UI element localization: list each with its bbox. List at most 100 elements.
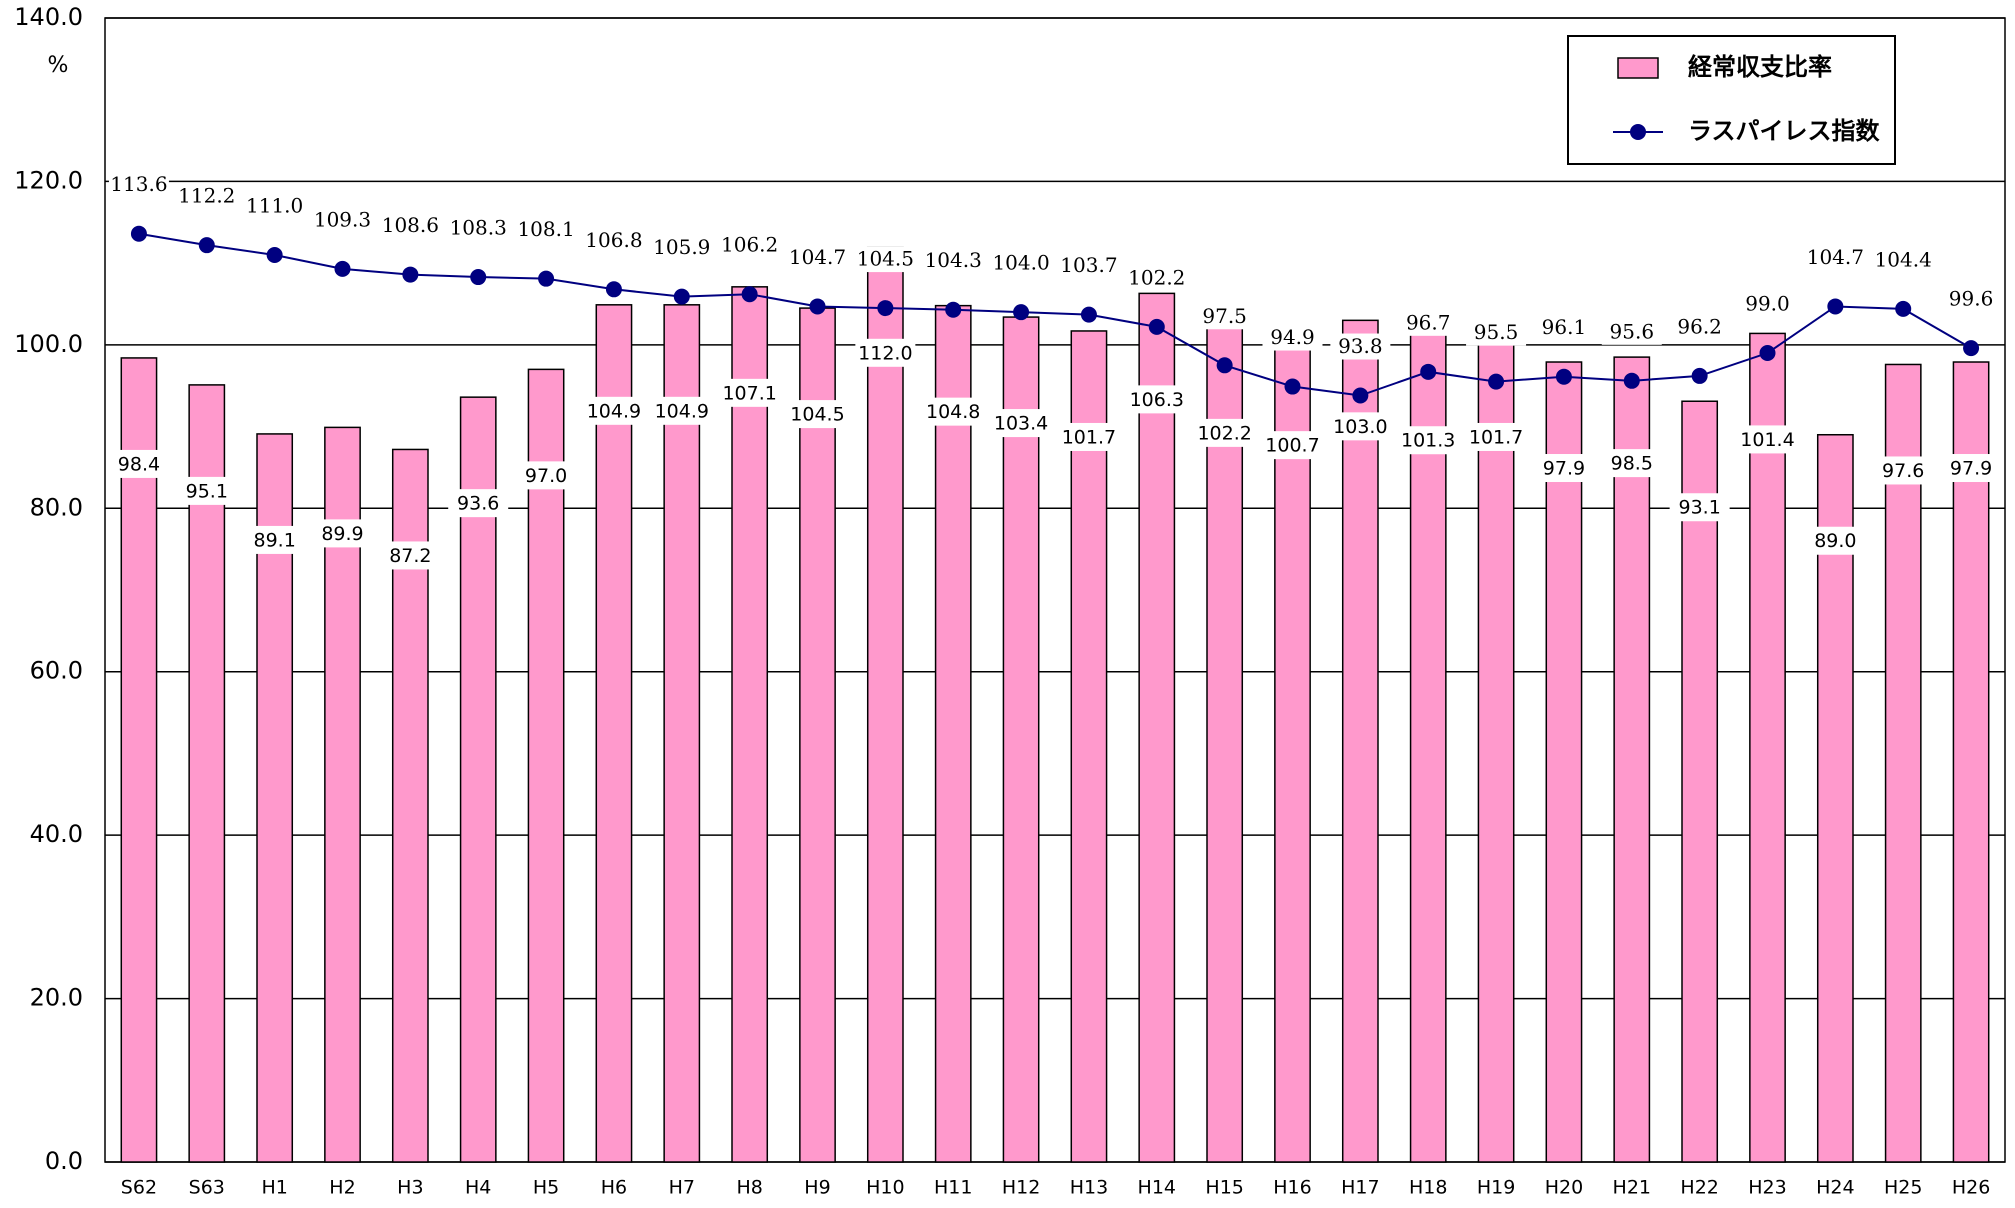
bar-label-bg (1466, 422, 1527, 451)
bar (188, 384, 226, 1163)
x-tick-label: H25 (1884, 1177, 1922, 1199)
line-label-bg (516, 216, 577, 243)
line-marker (1827, 298, 1844, 315)
line-marker (1555, 368, 1572, 385)
bar (1341, 319, 1379, 1163)
bar (120, 357, 158, 1163)
bar-label-bg (516, 461, 577, 490)
x-tick-label: H5 (533, 1177, 559, 1199)
line-marker (1420, 363, 1437, 380)
bar-label-bg (312, 519, 373, 548)
line-label: 104.5 (857, 247, 914, 271)
line-label: 94.9 (1270, 325, 1315, 349)
line-label-bg (923, 247, 984, 274)
line-label: 105.9 (653, 235, 710, 259)
bar (1070, 330, 1108, 1163)
x-tick-label: H21 (1613, 1177, 1651, 1199)
line-label: 104.7 (1807, 245, 1864, 269)
line-label: 104.3 (925, 248, 982, 272)
line-label: 108.1 (517, 217, 574, 241)
y-tick-label: 20.0 (30, 984, 83, 1012)
bar-label: 101.3 (1401, 430, 1455, 452)
bar (799, 307, 836, 1163)
line-label-bg (651, 234, 712, 261)
line-marker (741, 286, 758, 303)
line-label: 104.0 (992, 251, 1049, 275)
x-tick-label: H1 (261, 1177, 287, 1199)
line-label-bg (991, 250, 1052, 277)
bar (1138, 292, 1176, 1163)
line-marker (470, 269, 487, 286)
bar-label-bg (1601, 449, 1662, 478)
line-label-bg (1466, 319, 1527, 346)
line-label-bg (1194, 303, 1255, 330)
x-tick-label: H17 (1341, 1177, 1379, 1199)
bar-label: 97.9 (1950, 458, 1992, 480)
y-tick-label: 0.0 (45, 1147, 83, 1175)
line-label: 95.6 (1610, 319, 1655, 343)
bar (595, 304, 633, 1163)
line-label: 96.2 (1677, 314, 1722, 338)
line-label-bg (1058, 252, 1119, 279)
line-label-bg (1873, 246, 1934, 273)
x-tick-label: H11 (934, 1177, 972, 1199)
y-tick-label: 60.0 (30, 657, 83, 685)
line-marker (1759, 345, 1776, 362)
bar-label-bg (787, 400, 848, 429)
bar (934, 304, 972, 1163)
line-marker (334, 260, 351, 277)
bar (1681, 400, 1719, 1163)
line-label: 109.3 (314, 207, 371, 231)
bar-label: 89.0 (1814, 530, 1856, 552)
bar-label: 93.1 (1678, 497, 1720, 519)
bar-label: 104.9 (587, 400, 641, 422)
line-marker (1148, 318, 1165, 335)
y-tick-label: 140.0 (14, 3, 83, 31)
line-label: 93.8 (1338, 334, 1383, 358)
line-label-bg (448, 215, 509, 242)
bar-label: 89.1 (253, 529, 295, 551)
bar-label-bg (108, 449, 169, 478)
line-label-bg (1805, 244, 1866, 271)
bar-label: 101.4 (1740, 429, 1794, 451)
bar-label: 93.6 (457, 493, 499, 515)
x-tick-label: H14 (1138, 1177, 1176, 1199)
line-label-bg (1533, 314, 1594, 341)
line-label-bg (1262, 324, 1323, 351)
line-label: 106.8 (585, 228, 642, 252)
bar-label-bg (719, 378, 780, 407)
line-label-bg (1330, 333, 1391, 360)
line-label: 106.2 (721, 233, 778, 257)
bar (663, 304, 701, 1163)
line-marker (1080, 306, 1097, 323)
bar (1613, 356, 1651, 1163)
x-tick-label: H24 (1816, 1177, 1854, 1199)
x-tick-label: H26 (1952, 1177, 1990, 1199)
bar (1477, 330, 1515, 1163)
line-marker (673, 288, 690, 305)
bar (1952, 361, 1990, 1163)
x-tick-label: H23 (1748, 1177, 1786, 1199)
line-label-bg (1941, 286, 2002, 313)
bar-label-bg (991, 409, 1052, 438)
bar-label-bg (1262, 431, 1323, 460)
line-label: 108.6 (382, 213, 439, 237)
x-tick-label: H16 (1273, 1177, 1311, 1199)
line-label: 104.7 (789, 245, 846, 269)
plot-area (104, 17, 2006, 1163)
line-label: 99.0 (1745, 292, 1790, 316)
line-marker (1623, 372, 1640, 389)
line-marker (1013, 304, 1030, 321)
bar-label-bg (1398, 426, 1459, 455)
bar-label: 112.0 (858, 342, 912, 364)
line-marker (945, 301, 962, 318)
bar-label: 104.9 (655, 400, 709, 422)
line-marker (402, 266, 419, 283)
x-tick-label: H15 (1205, 1177, 1243, 1199)
bar-label-bg (1737, 425, 1798, 454)
legend-label: ラスパイレス指数 (1688, 117, 1881, 145)
bar-label-bg (1126, 385, 1187, 414)
line-marker (1895, 300, 1912, 317)
bar (1749, 332, 1786, 1163)
